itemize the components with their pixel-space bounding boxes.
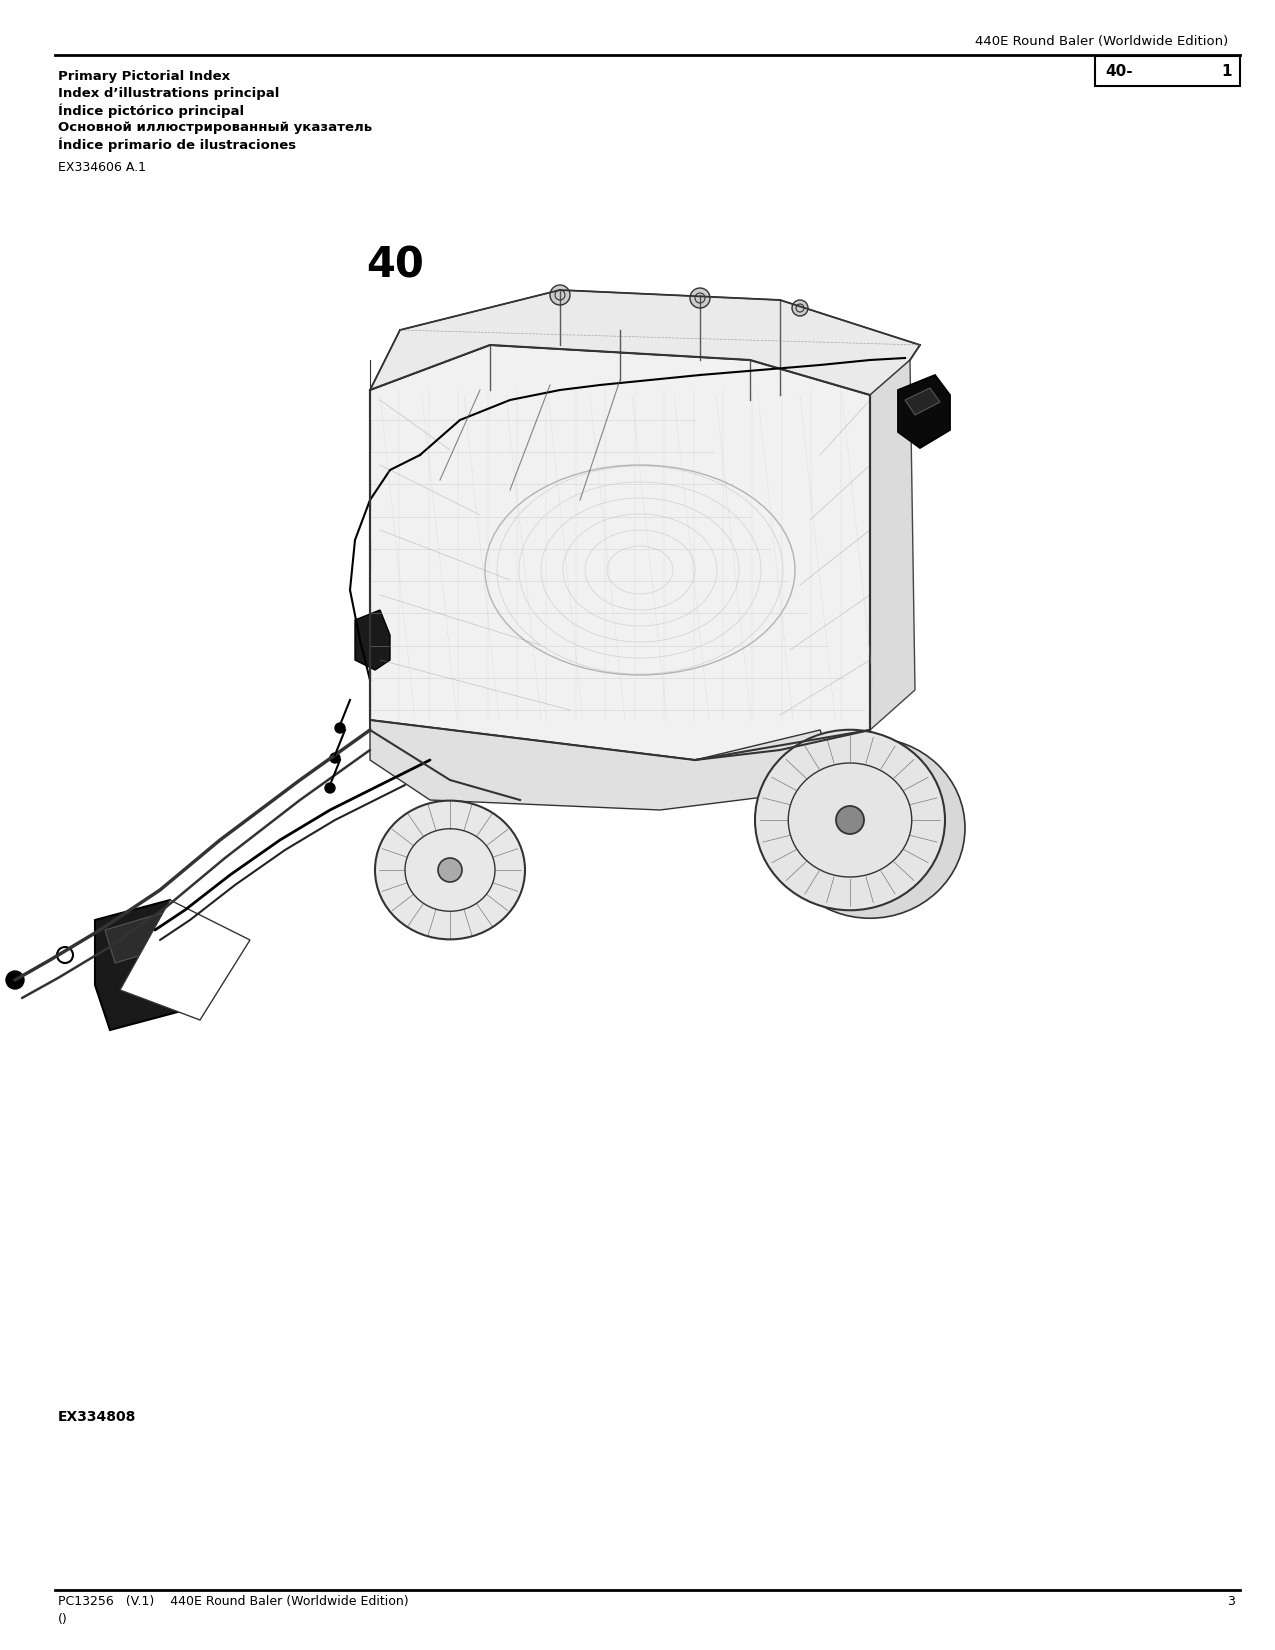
Circle shape — [335, 723, 346, 733]
Text: 1: 1 — [1221, 63, 1232, 79]
Text: 3: 3 — [1227, 1596, 1235, 1609]
Polygon shape — [354, 610, 390, 670]
Text: Index d’illustrations principal: Index d’illustrations principal — [57, 87, 279, 101]
Text: PC13256   (V.1)    440E Round Baler (Worldwide Edition): PC13256 (V.1) 440E Round Baler (Worldwid… — [57, 1596, 408, 1609]
Text: 40-: 40- — [1105, 63, 1132, 79]
Polygon shape — [370, 719, 830, 810]
Text: 40: 40 — [366, 244, 423, 287]
Circle shape — [690, 289, 710, 309]
Polygon shape — [898, 375, 950, 449]
Circle shape — [6, 970, 24, 988]
Ellipse shape — [775, 738, 965, 919]
Polygon shape — [370, 290, 921, 394]
Polygon shape — [96, 899, 185, 1030]
Polygon shape — [870, 360, 915, 729]
Polygon shape — [120, 899, 250, 1020]
Ellipse shape — [375, 800, 525, 939]
Ellipse shape — [755, 729, 945, 911]
Text: Índice pictórico principal: Índice pictórico principal — [57, 104, 244, 119]
Circle shape — [550, 285, 570, 305]
Circle shape — [792, 300, 808, 317]
Circle shape — [836, 805, 864, 833]
Polygon shape — [105, 912, 175, 964]
Circle shape — [439, 858, 462, 883]
Text: (): () — [57, 1614, 68, 1625]
Text: EX334808: EX334808 — [57, 1411, 136, 1424]
Text: 440E Round Baler (Worldwide Edition): 440E Round Baler (Worldwide Edition) — [975, 35, 1228, 48]
Text: Основной иллюстрированный указатель: Основной иллюстрированный указатель — [57, 120, 372, 134]
Polygon shape — [905, 388, 940, 416]
Bar — [1095, 56, 1241, 86]
Text: Primary Pictorial Index: Primary Pictorial Index — [57, 69, 230, 83]
Text: EX334606 A.1: EX334606 A.1 — [57, 162, 147, 173]
Circle shape — [325, 784, 335, 794]
Polygon shape — [370, 345, 870, 761]
Circle shape — [330, 752, 340, 762]
Text: Índice primario de ilustraciones: Índice primario de ilustraciones — [57, 139, 296, 152]
